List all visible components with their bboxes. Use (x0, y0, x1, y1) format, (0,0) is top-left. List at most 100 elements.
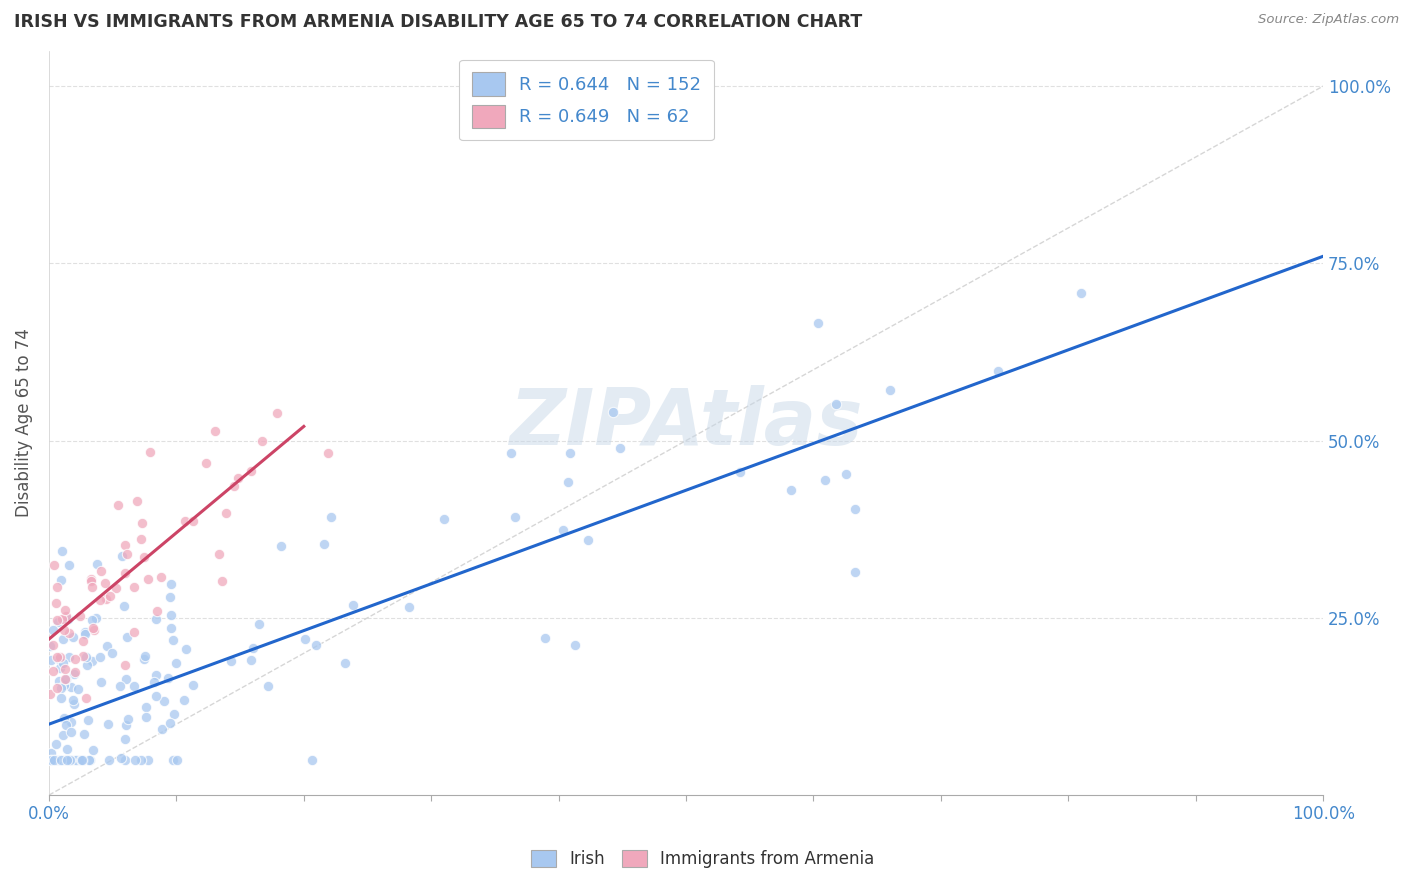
Point (114, 732, 136, 747)
Point (90, 565, 112, 579)
Point (39, 639, 62, 653)
Point (117, 713, 139, 727)
Point (75, 625, 97, 640)
Point (987, 364, 1010, 378)
Point (564, 638, 586, 652)
Point (86, 557, 108, 571)
Point (65, 753, 87, 767)
Point (558, 446, 581, 460)
Legend: Irish, Immigrants from Armenia: Irish, Immigrants from Armenia (524, 843, 882, 875)
Legend: R = 0.644   N = 152, R = 0.649   N = 62: R = 0.644 N = 152, R = 0.649 N = 62 (460, 60, 714, 140)
Point (134, 651, 156, 665)
Point (219, 655, 242, 669)
Point (122, 580, 145, 594)
Point (41, 652, 63, 666)
Point (111, 549, 134, 563)
Point (67, 753, 90, 767)
Point (135, 699, 157, 714)
Point (124, 753, 146, 767)
Point (115, 547, 138, 561)
Point (181, 514, 204, 528)
Point (45, 596, 67, 610)
Point (80, 654, 103, 668)
Point (46, 681, 69, 696)
Point (165, 656, 187, 670)
Point (62, 693, 84, 707)
Point (65, 665, 87, 680)
Point (183, 678, 205, 692)
Point (114, 538, 136, 552)
Point (208, 547, 231, 561)
Point (124, 624, 146, 639)
Point (157, 672, 180, 686)
Point (160, 576, 183, 591)
Point (301, 753, 323, 767)
Point (48, 673, 70, 688)
Point (129, 533, 152, 547)
Point (58, 558, 80, 573)
Point (62, 630, 84, 644)
Point (96, 639, 118, 653)
Point (82, 743, 104, 757)
Point (66, 682, 89, 697)
Point (146, 604, 169, 618)
Point (72, 634, 94, 648)
Point (145, 689, 167, 703)
Point (89, 593, 111, 607)
Point (60, 724, 83, 739)
Point (433, 512, 456, 526)
Point (58, 650, 80, 665)
Point (62, 753, 84, 767)
Point (73, 726, 96, 740)
Point (319, 509, 342, 524)
Point (69, 608, 91, 623)
Point (312, 537, 335, 551)
Point (58, 753, 80, 767)
Point (70, 753, 93, 767)
Text: Source: ZipAtlas.com: Source: ZipAtlas.com (1258, 13, 1399, 27)
Point (533, 631, 555, 645)
Point (45, 753, 67, 767)
Point (114, 657, 136, 672)
Point (159, 621, 181, 635)
Point (41, 753, 63, 767)
Point (316, 445, 339, 459)
Point (51, 612, 73, 626)
Point (114, 599, 136, 613)
Point (211, 574, 233, 588)
Point (53, 753, 76, 767)
Point (174, 642, 197, 657)
Point (159, 715, 181, 730)
Point (222, 478, 245, 492)
Point (204, 424, 226, 438)
Point (250, 434, 273, 448)
Point (835, 467, 858, 481)
Point (145, 612, 167, 626)
Point (576, 533, 599, 547)
Point (41, 753, 63, 767)
Point (270, 539, 292, 553)
Point (39, 687, 62, 701)
Point (55, 753, 77, 767)
Point (239, 464, 262, 478)
Point (52, 710, 75, 724)
Point (79, 753, 101, 767)
Point (304, 638, 326, 652)
Point (879, 383, 901, 397)
Point (780, 483, 803, 497)
Point (60, 715, 83, 730)
Text: ZIPAtlas: ZIPAtlas (509, 384, 863, 461)
Point (266, 406, 288, 420)
Point (226, 471, 249, 485)
Point (162, 753, 184, 767)
Point (53, 662, 76, 676)
Point (105, 581, 128, 595)
Point (56, 753, 79, 767)
Point (72, 753, 94, 767)
Point (98, 589, 121, 603)
Point (80, 572, 103, 586)
Point (59, 753, 82, 767)
Point (48, 651, 70, 665)
Point (499, 446, 522, 460)
Point (256, 679, 278, 693)
